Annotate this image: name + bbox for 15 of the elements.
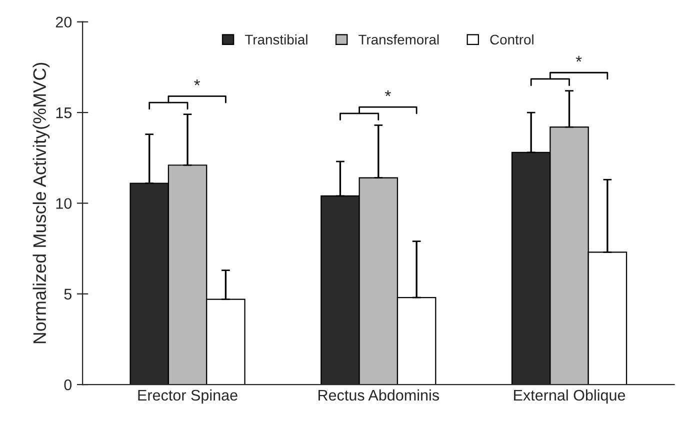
annotation: * (576, 56, 582, 62)
y-tick-label: 20 (56, 16, 72, 28)
y-axis-title: Normalized Muscle Activity(%MVC) (32, 62, 50, 344)
y-tick-label: 5 (64, 288, 72, 300)
annotation: * (384, 90, 391, 96)
y-tick-label: 10 (56, 198, 72, 209)
x-tick-label: Rectus Abdominis (318, 389, 439, 401)
annotation: * (194, 79, 200, 86)
legend-label: Transtibial (245, 34, 308, 45)
x-tick-label: Erector Spinae (138, 389, 238, 404)
legend-label: Transfemoral (358, 34, 439, 45)
legend-label: Control (490, 34, 534, 45)
x-tick-label: External Oblique (514, 389, 626, 404)
y-tick-label: 0 (64, 379, 72, 390)
y-tick-label: 15 (56, 108, 72, 118)
